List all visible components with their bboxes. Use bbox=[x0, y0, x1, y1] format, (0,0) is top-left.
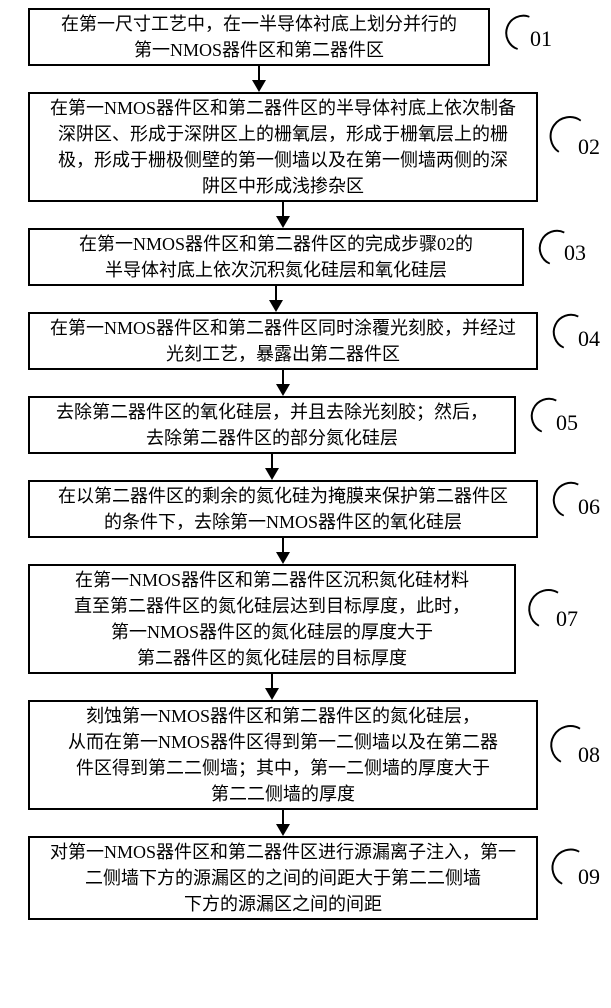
flow-step-07: 在第一NMOS器件区和第二器件区沉积氮化硅材料直至第二器件区的氮化硅层达到目标厚… bbox=[28, 564, 516, 674]
step-box-08: 刻蚀第一NMOS器件区和第二器件区的氮化硅层，从而在第一NMOS器件区得到第一二… bbox=[28, 700, 538, 810]
flow-step-09: 对第一NMOS器件区和第二器件区进行源漏离子注入，第一二侧墙下方的源漏区的之间的… bbox=[28, 836, 538, 920]
step-text-line: 在第一NMOS器件区和第二器件区的半导体衬底上依次制备 bbox=[50, 95, 516, 121]
step-text-line: 第一NMOS器件区的氮化硅层的厚度大于 bbox=[111, 619, 433, 645]
step-box-04: 在第一NMOS器件区和第二器件区同时涂覆光刻胶，并经过光刻工艺，暴露出第二器件区 bbox=[28, 312, 538, 370]
flow-arrow bbox=[28, 370, 538, 396]
flow-step-05: 去除第二器件区的氧化硅层，并且去除光刻胶；然后，去除第二器件区的部分氮化硅层05 bbox=[28, 396, 516, 454]
step-text-line: 下方的源漏区之间的间距 bbox=[184, 891, 382, 917]
flow-step-01: 在第一尺寸工艺中，在一半导体衬底上划分并行的第一NMOS器件区和第二器件区01 bbox=[28, 8, 490, 66]
step-text-line: 去除第二器件区的部分氮化硅层 bbox=[146, 425, 398, 451]
step-text-line: 从而在第一NMOS器件区得到第一二侧墙以及在第二器 bbox=[68, 729, 498, 755]
flow-arrow bbox=[28, 674, 516, 700]
step-text-line: 的条件下，去除第一NMOS器件区的氧化硅层 bbox=[104, 509, 462, 535]
step-label-09: 09 bbox=[578, 864, 600, 890]
step-text-line: 阱区中形成浅掺杂区 bbox=[202, 173, 364, 199]
step-label-05: 05 bbox=[556, 410, 578, 436]
step-label-04: 04 bbox=[578, 326, 600, 352]
step-label-08: 08 bbox=[578, 742, 600, 768]
step-box-06: 在以第二器件区的剩余的氮化硅为掩膜来保护第二器件区的条件下，去除第一NMOS器件… bbox=[28, 480, 538, 538]
step-text-line: 去除第二器件区的氧化硅层，并且去除光刻胶；然后， bbox=[56, 399, 488, 425]
step-label-02: 02 bbox=[578, 134, 600, 160]
step-text-line: 刻蚀第一NMOS器件区和第二器件区的氮化硅层， bbox=[86, 703, 480, 729]
flow-arrow bbox=[28, 286, 524, 312]
step-text-line: 直至第二器件区的氮化硅层达到目标厚度，此时， bbox=[74, 593, 470, 619]
flow-arrow bbox=[28, 454, 516, 480]
step-box-03: 在第一NMOS器件区和第二器件区的完成步骤02的半导体衬底上依次沉积氮化硅层和氧… bbox=[28, 228, 524, 286]
step-box-02: 在第一NMOS器件区和第二器件区的半导体衬底上依次制备深阱区、形成于深阱区上的栅… bbox=[28, 92, 538, 202]
flow-step-06: 在以第二器件区的剩余的氮化硅为掩膜来保护第二器件区的条件下，去除第一NMOS器件… bbox=[28, 480, 538, 538]
step-text-line: 第二二侧墙的厚度 bbox=[211, 781, 355, 807]
step-text-line: 第一NMOS器件区和第二器件区 bbox=[134, 37, 384, 63]
step-text-line: 在以第二器件区的剩余的氮化硅为掩膜来保护第二器件区 bbox=[58, 483, 508, 509]
step-text-line: 在第一NMOS器件区和第二器件区同时涂覆光刻胶，并经过 bbox=[50, 315, 516, 341]
step-text-line: 对第一NMOS器件区和第二器件区进行源漏离子注入，第一 bbox=[50, 839, 516, 865]
step-text-line: 在第一NMOS器件区和第二器件区的完成步骤02的 bbox=[79, 231, 473, 257]
flowchart-container: 在第一尺寸工艺中，在一半导体衬底上划分并行的第一NMOS器件区和第二器件区01在… bbox=[0, 0, 611, 1008]
flow-step-04: 在第一NMOS器件区和第二器件区同时涂覆光刻胶，并经过光刻工艺，暴露出第二器件区… bbox=[28, 312, 538, 370]
step-text-line: 深阱区、形成于深阱区上的栅氧层，形成于栅氧层上的栅 bbox=[58, 121, 508, 147]
step-box-01: 在第一尺寸工艺中，在一半导体衬底上划分并行的第一NMOS器件区和第二器件区 bbox=[28, 8, 490, 66]
step-label-03: 03 bbox=[564, 240, 586, 266]
step-text-line: 在第一NMOS器件区和第二器件区沉积氮化硅材料 bbox=[75, 567, 469, 593]
step-text-line: 在第一尺寸工艺中，在一半导体衬底上划分并行的 bbox=[61, 11, 457, 37]
step-box-09: 对第一NMOS器件区和第二器件区进行源漏离子注入，第一二侧墙下方的源漏区的之间的… bbox=[28, 836, 538, 920]
flow-arrow bbox=[28, 66, 490, 92]
step-text-line: 极，形成于栅极侧壁的第一侧墙以及在第一侧墙两侧的深 bbox=[58, 147, 508, 173]
step-text-line: 光刻工艺，暴露出第二器件区 bbox=[166, 341, 400, 367]
flow-step-03: 在第一NMOS器件区和第二器件区的完成步骤02的半导体衬底上依次沉积氮化硅层和氧… bbox=[28, 228, 524, 286]
step-box-05: 去除第二器件区的氧化硅层，并且去除光刻胶；然后，去除第二器件区的部分氮化硅层 bbox=[28, 396, 516, 454]
step-text-line: 第二器件区的氮化硅层的目标厚度 bbox=[137, 645, 407, 671]
flow-step-08: 刻蚀第一NMOS器件区和第二器件区的氮化硅层，从而在第一NMOS器件区得到第一二… bbox=[28, 700, 538, 810]
step-text-line: 件区得到第二二侧墙；其中，第一二侧墙的厚度大于 bbox=[76, 755, 490, 781]
flow-arrow bbox=[28, 538, 538, 564]
step-label-06: 06 bbox=[578, 494, 600, 520]
flow-step-02: 在第一NMOS器件区和第二器件区的半导体衬底上依次制备深阱区、形成于深阱区上的栅… bbox=[28, 92, 538, 202]
step-box-07: 在第一NMOS器件区和第二器件区沉积氮化硅材料直至第二器件区的氮化硅层达到目标厚… bbox=[28, 564, 516, 674]
step-label-07: 07 bbox=[556, 606, 578, 632]
step-label-01: 01 bbox=[530, 26, 552, 52]
step-text-line: 二侧墙下方的源漏区的之间的间距大于第二二侧墙 bbox=[85, 865, 481, 891]
step-text-line: 半导体衬底上依次沉积氮化硅层和氧化硅层 bbox=[105, 257, 447, 283]
flow-arrow bbox=[28, 810, 538, 836]
flow-arrow bbox=[28, 202, 538, 228]
